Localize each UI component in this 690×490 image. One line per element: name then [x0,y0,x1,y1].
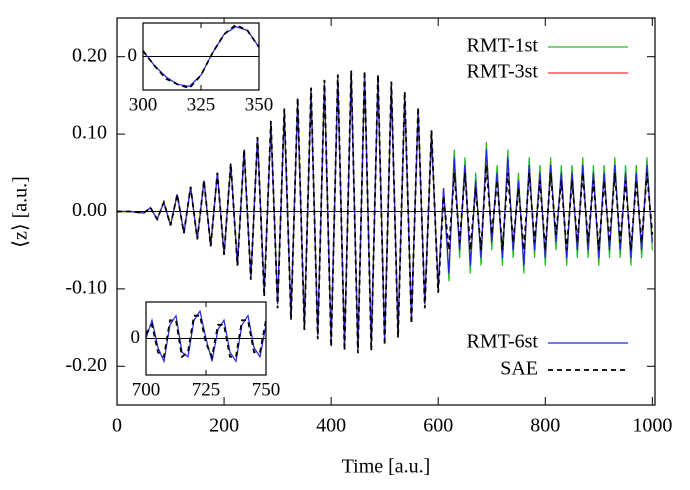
y-tick-label: 0.20 [72,44,107,66]
x-tick-label: 600 [423,415,453,437]
x-tick-label: 725 [192,379,221,400]
x-tick-label: 750 [252,379,281,400]
plot-frame [116,17,656,406]
x-tick-label: 200 [209,415,239,437]
y-tick-label: 0 [128,45,138,66]
y-tick-label: -0.10 [65,276,107,298]
legend-label: RMT-6st [466,331,538,353]
y-tick-label: 0.00 [72,199,107,221]
legend-label: RMT-1st [466,35,538,57]
plot-frame [145,301,267,376]
plot-frame [142,22,260,91]
x-tick-label: 400 [316,415,346,437]
y-tick-label: -0.20 [65,354,107,376]
x-axis-label: Time [a.u.] [342,456,431,478]
x-tick-label: 350 [245,94,274,115]
x-tick-label: 0 [112,415,122,437]
x-tick-label: 300 [129,94,158,115]
x-tick-label: 800 [530,415,560,437]
x-tick-label: 1000 [632,415,672,437]
y-tick-label: 0 [131,327,141,348]
legend-label: SAE [500,358,538,380]
series-line [143,23,259,90]
y-tick-label: 0.10 [72,122,107,144]
legend-label: RMT-3st [466,61,538,83]
series-line [146,314,266,360]
y-axis-label: ⟨z⟩ [a.u.] [10,176,32,248]
x-tick-label: 325 [187,94,216,115]
x-tick-label: 700 [132,379,161,400]
